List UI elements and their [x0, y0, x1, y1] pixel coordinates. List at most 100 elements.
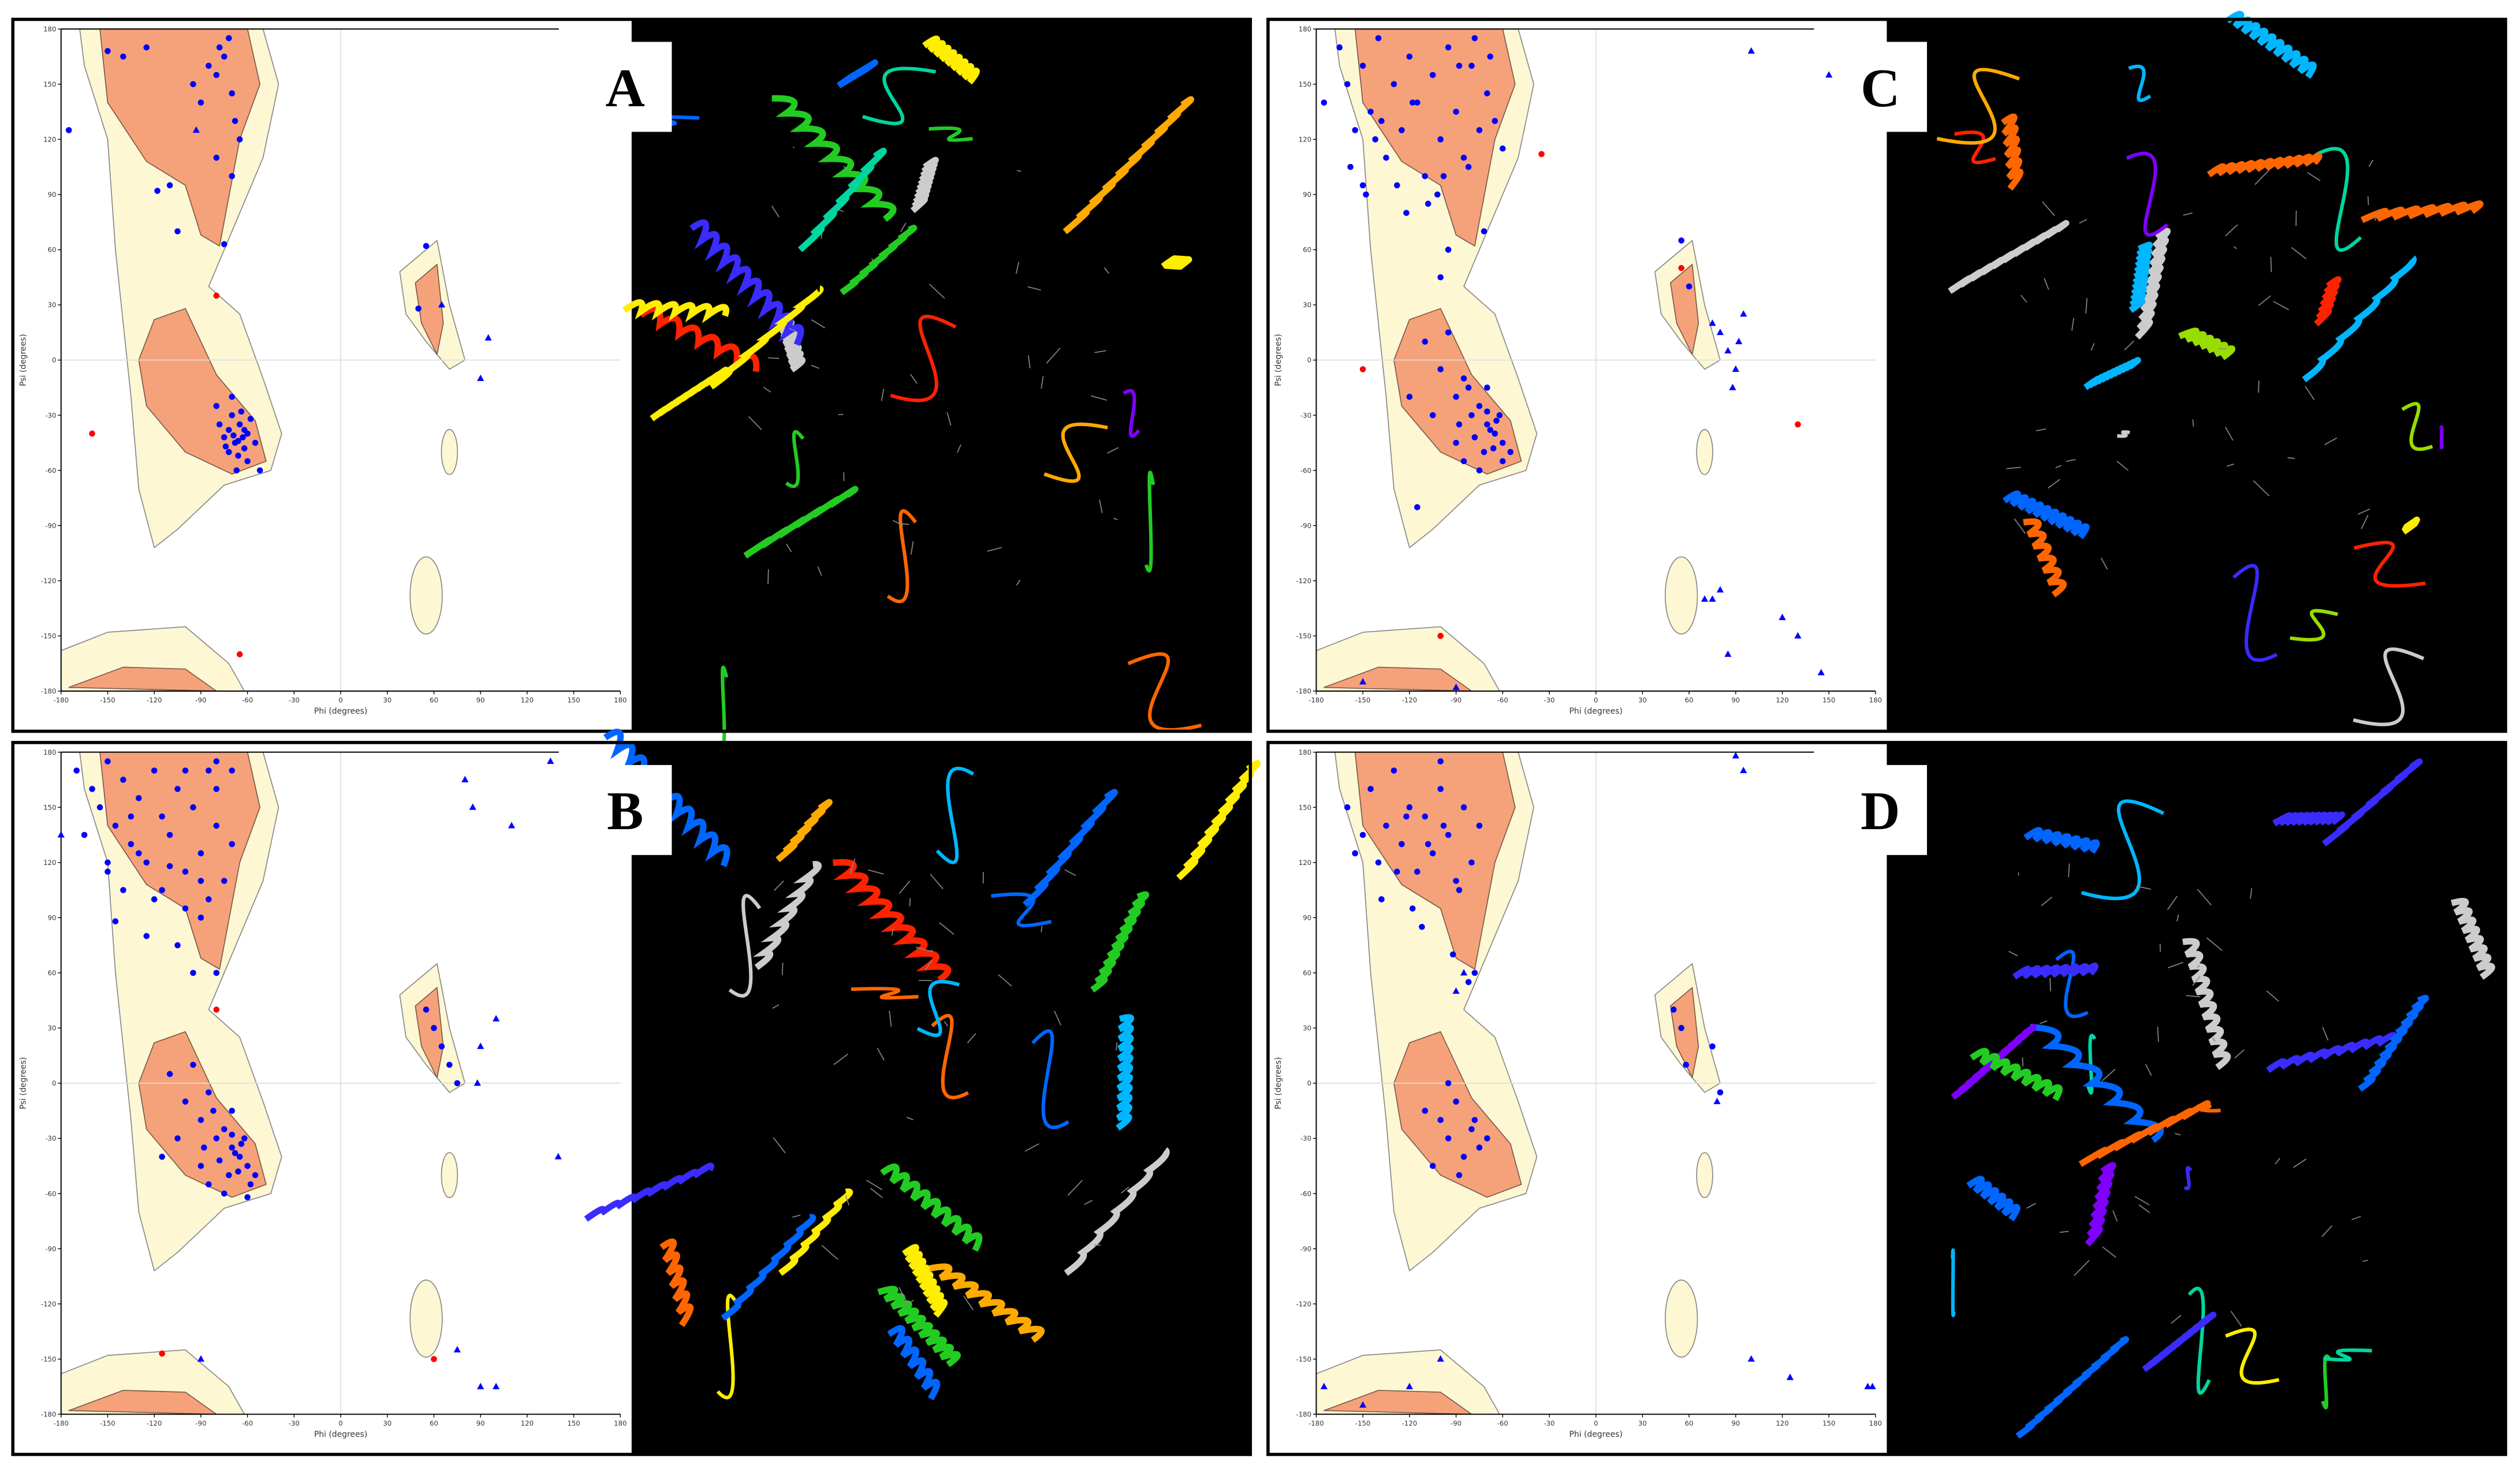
point: [1375, 859, 1382, 866]
allowed-region: [1696, 429, 1713, 475]
point: [174, 786, 181, 792]
point: [244, 1163, 251, 1169]
y-tick-label: 120: [1299, 859, 1311, 867]
sidechain: [1094, 350, 1106, 353]
point: [233, 467, 240, 473]
favored-region: [68, 1390, 217, 1415]
point: [1492, 118, 1498, 124]
allowed-region: [409, 556, 443, 635]
helix: [2182, 938, 2231, 1071]
point: [241, 427, 248, 433]
sidechain: [915, 946, 932, 952]
point: [229, 90, 235, 97]
helix: [752, 861, 822, 971]
point: [1359, 182, 1366, 189]
helix: [1951, 1024, 2037, 1100]
point: [182, 767, 189, 774]
point: [1414, 504, 1421, 510]
y-tick-label: -180: [1296, 687, 1312, 695]
sidechain: [1091, 395, 1107, 401]
helix: [2030, 1024, 2164, 1143]
sidechain: [2049, 978, 2051, 991]
point: [174, 1135, 181, 1142]
point: [143, 859, 150, 866]
y-tick-label: 120: [43, 859, 56, 867]
point: [1460, 969, 1468, 976]
x-tick-label: -30: [289, 696, 300, 704]
sidechain: [2206, 937, 2223, 951]
point: [1476, 127, 1483, 133]
point: [235, 452, 241, 459]
point: [1795, 421, 1801, 428]
helix: [2023, 518, 2067, 598]
sidechain: [871, 258, 873, 261]
sidechain: [903, 1299, 914, 1308]
y-tick-label: 150: [43, 80, 56, 88]
helix: [2358, 994, 2429, 1092]
point: [1864, 1382, 1872, 1389]
sidechain: [877, 1047, 885, 1061]
point: [159, 1154, 165, 1160]
sidechain: [2225, 224, 2238, 237]
structure-image: [631, 19, 1251, 732]
point: [229, 393, 235, 400]
x-axis-label: Phi (degrees): [1570, 1430, 1623, 1439]
helix: [1090, 891, 1150, 993]
point: [197, 99, 204, 106]
point: [453, 1346, 461, 1353]
y-tick-label: 60: [48, 246, 57, 254]
point: [174, 228, 181, 234]
point: [1419, 923, 1425, 930]
point: [105, 859, 111, 866]
sidechain: [892, 520, 904, 526]
point: [1779, 613, 1786, 620]
point: [226, 427, 232, 433]
point: [1425, 200, 1432, 207]
x-tick-label: -90: [195, 1419, 206, 1427]
point: [1460, 804, 1467, 811]
x-tick-label: -150: [1355, 696, 1371, 704]
point: [1403, 210, 1410, 217]
x-tick-label: 0: [1594, 696, 1598, 704]
x-tick-label: -30: [1544, 1419, 1555, 1427]
helix: [880, 1163, 983, 1252]
sidechain: [891, 928, 894, 936]
point: [244, 1194, 251, 1200]
point: [477, 1042, 484, 1049]
helix: [709, 285, 824, 390]
point: [252, 439, 259, 446]
favored-region: [415, 987, 444, 1079]
x-tick-label: 60: [430, 696, 438, 704]
sidechain: [2233, 245, 2238, 249]
sidechain: [767, 569, 769, 584]
helix: [2272, 811, 2346, 826]
point: [213, 72, 220, 79]
helix: [2314, 276, 2342, 327]
point: [151, 767, 158, 774]
point: [1445, 831, 1452, 838]
point: [216, 1157, 223, 1164]
point: [151, 896, 158, 902]
allowed-region: [409, 1280, 443, 1358]
helix: [743, 486, 859, 559]
point: [73, 767, 80, 774]
helix: [584, 1162, 715, 1222]
point: [166, 1071, 173, 1077]
favored-region: [1354, 751, 1516, 970]
sidechain: [2357, 508, 2370, 515]
point: [1456, 421, 1463, 428]
x-tick-label: 180: [614, 696, 627, 704]
point: [1732, 365, 1739, 372]
point: [206, 1089, 212, 1096]
strand: [851, 987, 919, 1000]
point: [236, 1154, 243, 1160]
x-tick-label: -150: [100, 696, 115, 704]
y-axis-label: Psi (degrees): [1274, 334, 1283, 386]
sidechain: [2167, 896, 2178, 911]
point: [1471, 969, 1478, 976]
y-tick-label: 30: [1303, 1024, 1311, 1032]
strand: [2315, 147, 2362, 252]
y-tick-label: -90: [45, 521, 56, 529]
sidechain: [849, 858, 856, 874]
sidechain: [2176, 914, 2179, 922]
